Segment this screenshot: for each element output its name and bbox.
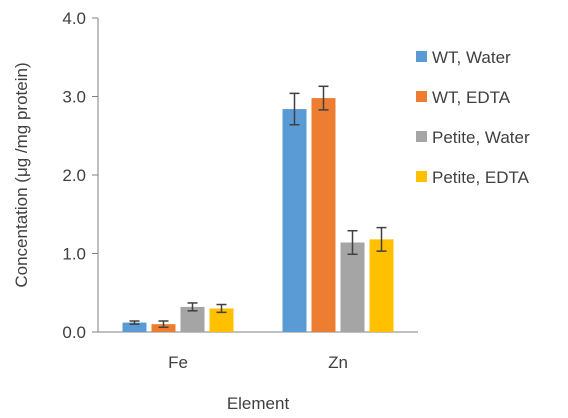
error-bar: [347, 229, 358, 256]
x-axis-label: Element: [227, 394, 290, 413]
x-tick-label: Fe: [168, 353, 188, 372]
y-axis-label: Concentation (μg /mg protein): [12, 62, 31, 287]
bar: [340, 242, 365, 332]
legend-item: Petite, Water: [416, 128, 530, 147]
legend-label: Petite, Water: [432, 128, 530, 147]
bar-series-group: [122, 98, 394, 332]
legend-item: WT, EDTA: [416, 88, 511, 107]
legend-label: WT, EDTA: [432, 88, 511, 107]
legend-swatch: [416, 171, 427, 182]
y-tick-label: 1.0: [62, 245, 86, 264]
legend-item: Petite, EDTA: [416, 168, 530, 187]
legend: WT, Water WT, EDTA Petite, Water Petite, ED…: [416, 48, 530, 187]
error-bar: [289, 92, 300, 126]
error-bar: [376, 226, 387, 252]
error-bar: [318, 85, 329, 111]
y-ticks: 0.0 1.0 2.0 3.0 4.0: [62, 9, 98, 342]
bar: [122, 322, 147, 332]
y-tick-label: 0.0: [62, 323, 86, 342]
x-tick-label: Zn: [328, 353, 348, 372]
legend-label: WT, Water: [432, 48, 511, 67]
bar: [151, 324, 176, 332]
error-bar: [158, 320, 169, 329]
y-tick-label: 4.0: [62, 9, 86, 28]
bar: [209, 308, 234, 332]
y-tick-label: 2.0: [62, 166, 86, 185]
error-bar: [187, 302, 198, 312]
bar: [311, 98, 336, 332]
error-bar: [216, 303, 227, 314]
error-bar: [129, 320, 140, 325]
y-tick-label: 3.0: [62, 88, 86, 107]
x-axis: Fe Zn: [98, 331, 418, 372]
legend-label: Petite, EDTA: [432, 168, 530, 187]
legend-item: WT, Water: [416, 48, 511, 67]
bar: [369, 239, 394, 332]
legend-swatch: [416, 51, 427, 62]
legend-swatch: [416, 91, 427, 102]
bar: [282, 109, 307, 332]
x-tick-labels: Fe Zn: [168, 353, 348, 372]
legend-swatch: [416, 131, 427, 142]
y-axis: 0.0 1.0 2.0 3.0 4.0: [62, 9, 99, 342]
error-bars-group: [129, 85, 387, 329]
